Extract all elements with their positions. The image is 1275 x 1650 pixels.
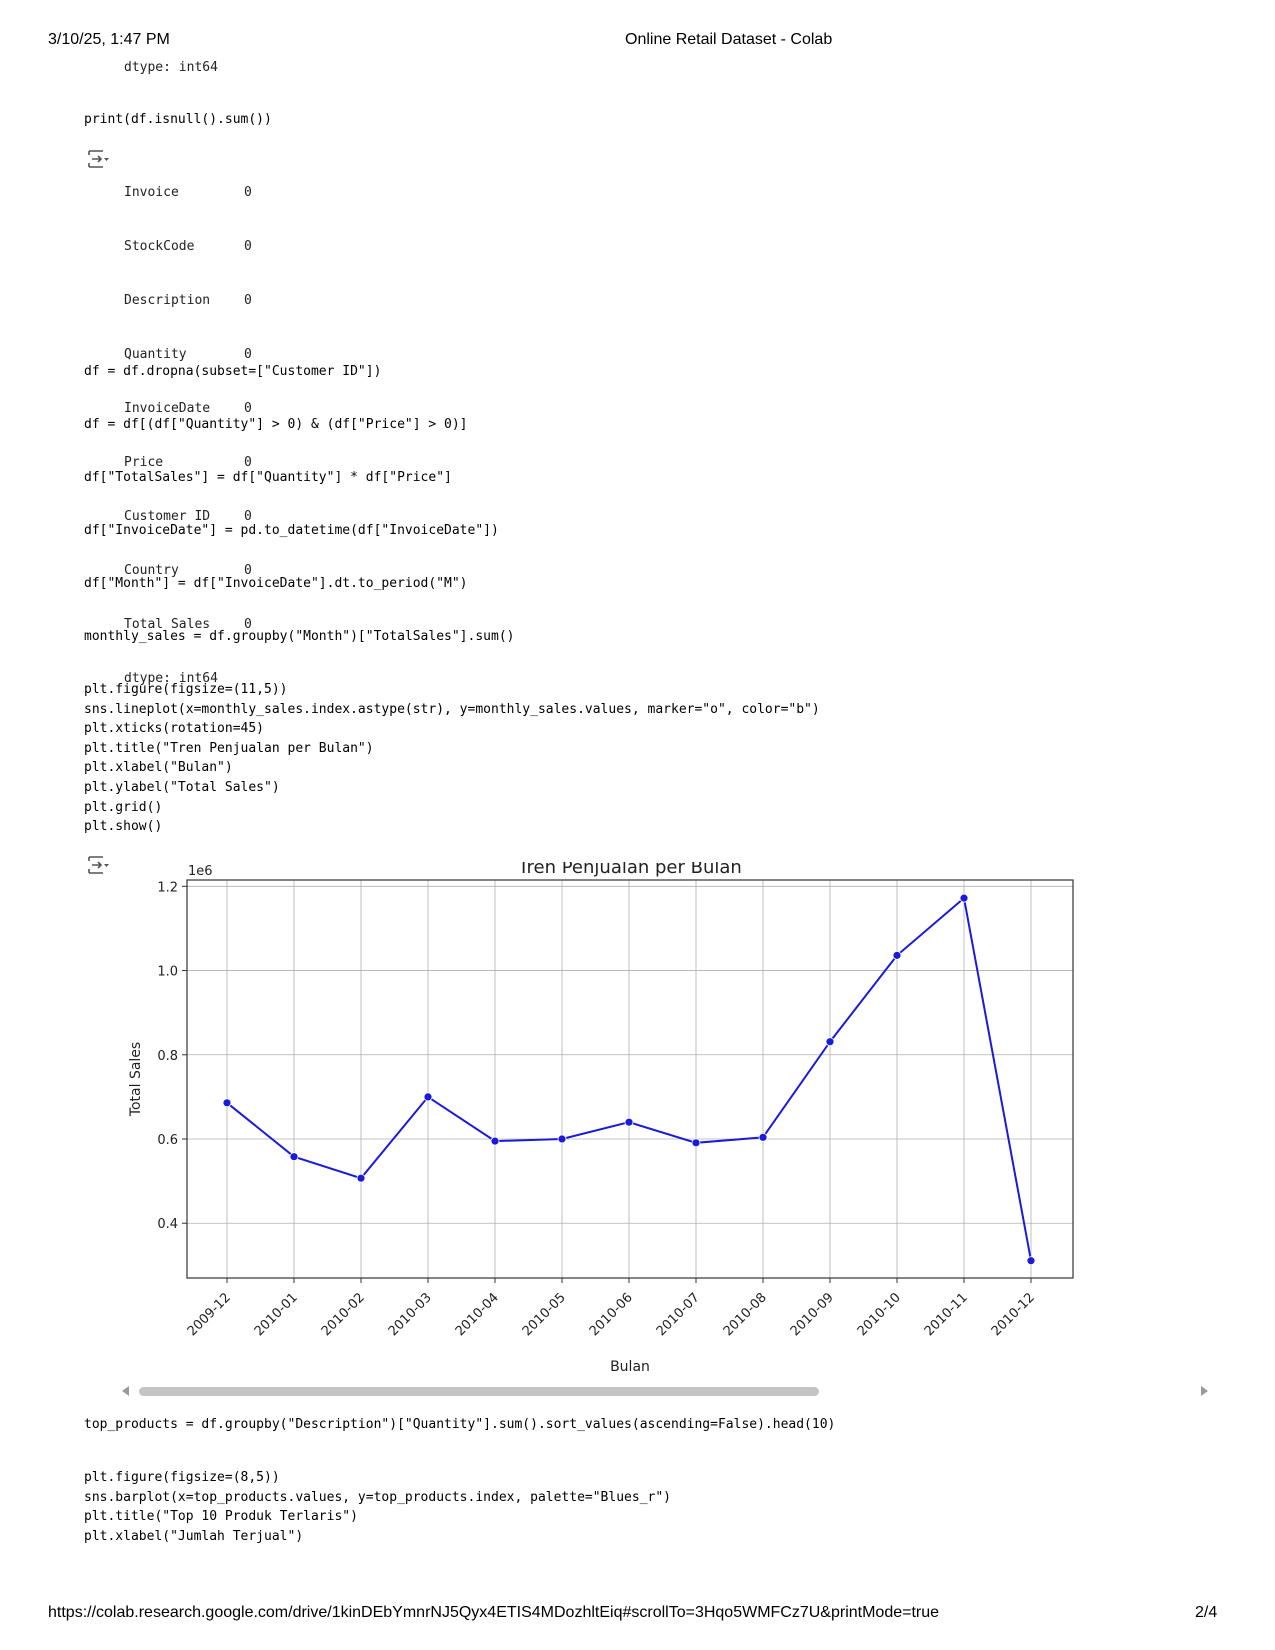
data-point xyxy=(624,1117,634,1127)
isnull-row: Description 0 xyxy=(124,293,252,308)
line-chart: 0.4 0.6 0.8 1.0 1.2 2009-12 2010-01 2010-02 201… xyxy=(120,857,1120,1382)
scroll-left-arrow-icon[interactable] xyxy=(122,1386,129,1396)
y-tick-label: 0.6 xyxy=(157,1133,178,1148)
data-point xyxy=(490,1136,500,1146)
data-point xyxy=(691,1138,701,1148)
y-axis-label: Total Sales xyxy=(128,1042,144,1117)
print-datetime: 3/10/25, 1:47 PM xyxy=(48,31,170,48)
code-cell-barplot[interactable]: plt.figure(figsize=(8,5)) sns.barplot(x=… xyxy=(84,1470,671,1544)
isnull-output: Invoice 0 StockCode 0 Description 0 Quantit… xyxy=(124,148,252,706)
x-tick-label: 2010-07 xyxy=(654,1290,703,1339)
isnull-row: Price 0 xyxy=(124,455,252,470)
x-tick-label: 2010-02 xyxy=(319,1290,368,1339)
data-point xyxy=(959,893,969,903)
data-point xyxy=(758,1132,768,1142)
x-tick-label: 2010-01 xyxy=(252,1290,301,1339)
x-axis-label: Bulan xyxy=(610,1359,650,1375)
code-cell-monthly-sales[interactable]: monthly_sales = df.groupby("Month")["Tot… xyxy=(84,629,515,644)
x-tick-label: 2010-12 xyxy=(989,1290,1038,1339)
scroll-right-arrow-icon[interactable] xyxy=(1201,1386,1208,1396)
data-point xyxy=(557,1134,567,1144)
x-tick-label: 2010-06 xyxy=(587,1290,636,1339)
code-cell-month[interactable]: df["Month"] = df["InvoiceDate"].dt.to_pe… xyxy=(84,576,468,591)
x-tick-label: 2010-04 xyxy=(453,1290,502,1339)
x-tick-label: 2010-08 xyxy=(721,1290,770,1339)
plot-area xyxy=(186,879,1074,1279)
isnull-row: Customer ID 0 xyxy=(124,509,252,524)
x-tick-label: 2010-09 xyxy=(788,1290,837,1339)
output-horizontal-scrollbar[interactable] xyxy=(120,1383,1210,1399)
output-toggle-icon[interactable] xyxy=(86,148,110,170)
x-tick-label: 2010-03 xyxy=(386,1290,435,1339)
code-cell-filter[interactable]: df = df[(df["Quantity"] > 0) & (df["Pric… xyxy=(84,417,468,432)
code-cell-dropna[interactable]: df = df.dropna(subset=["Customer ID"]) xyxy=(84,364,382,379)
data-point xyxy=(356,1173,366,1183)
isnull-row: Invoice 0 xyxy=(124,185,252,200)
data-point xyxy=(222,1098,232,1108)
output-toggle-icon[interactable] xyxy=(86,854,110,876)
isnull-row: Total Sales 0 xyxy=(124,617,252,632)
isnull-row: InvoiceDate 0 xyxy=(124,401,252,416)
x-tick-label: 2010-10 xyxy=(855,1290,904,1339)
chart-title: Tren Penjualan per Bulan xyxy=(517,862,742,878)
x-tick-label: 2010-05 xyxy=(520,1290,569,1339)
x-tick-label: 2010-11 xyxy=(922,1290,971,1339)
data-point xyxy=(825,1037,835,1047)
data-point xyxy=(423,1092,433,1102)
code-cell-plot[interactable]: plt.figure(figsize=(11,5)) sns.lineplot(… xyxy=(84,682,820,835)
code-cell-top-products[interactable]: top_products = df.groupby("Description")… xyxy=(84,1417,836,1432)
scrollbar-thumb[interactable] xyxy=(139,1387,819,1396)
isnull-row: Quantity 0 xyxy=(124,347,252,362)
print-url: https://colab.research.google.com/drive/… xyxy=(48,1604,940,1621)
code-cell-to-datetime[interactable]: df["InvoiceDate"] = pd.to_datetime(df["I… xyxy=(84,523,499,538)
isnull-row: Country 0 xyxy=(124,563,252,578)
code-cell-isnull[interactable]: print(df.isnull().sum()) xyxy=(84,112,272,127)
print-page-number: 2/4 xyxy=(1195,1604,1218,1621)
code-cell-total-sales[interactable]: df["TotalSales"] = df["Quantity"] * df["… xyxy=(84,470,452,485)
y-tick-label: 0.8 xyxy=(157,1049,178,1064)
line-chart-svg: 0.4 0.6 0.8 1.0 1.2 2009-12 2010-01 2010-02 201… xyxy=(128,857,1074,1375)
data-point xyxy=(1026,1256,1036,1266)
y-tick-label: 0.4 xyxy=(157,1217,178,1232)
y-tick-label: 1.0 xyxy=(157,965,178,980)
print-title: Online Retail Dataset - Colab xyxy=(625,31,833,48)
data-point xyxy=(892,950,902,960)
y-tick-label: 1.2 xyxy=(157,880,178,895)
data-point xyxy=(289,1152,299,1162)
isnull-row: StockCode 0 xyxy=(124,239,252,254)
prev-output-dtype: dtype: int64 xyxy=(124,60,218,75)
x-tick-label: 2009-12 xyxy=(185,1290,234,1339)
isnull-dtype: dtype: int64 xyxy=(124,671,218,686)
y-offset-label: 1e6 xyxy=(188,864,213,879)
